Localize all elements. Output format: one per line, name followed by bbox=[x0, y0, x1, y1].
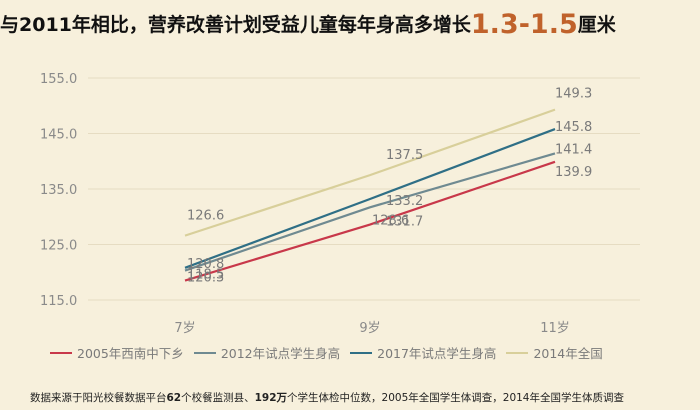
x-tick-label-1: 9岁 bbox=[359, 321, 380, 336]
legend-swatch-2 bbox=[350, 351, 373, 354]
data-label-s0-p1: 128.6 bbox=[372, 214, 409, 229]
footnote-part2: 个校餐监测县、 bbox=[181, 392, 255, 404]
series-line-3 bbox=[184, 108, 556, 237]
y-tick-label-4: 155.0 bbox=[40, 72, 77, 87]
data-label-s3-p0: 126.6 bbox=[187, 209, 224, 224]
x-tick-label-2: 11岁 bbox=[540, 321, 570, 336]
data-label-s0-p2: 139.9 bbox=[555, 165, 592, 180]
y-tick-label-1: 125.0 bbox=[40, 239, 77, 254]
y-tick-label-2: 135.0 bbox=[40, 183, 77, 198]
legend-label-0: 2005年西南中下乡 bbox=[77, 346, 184, 361]
chart-legend: 2005年西南中下乡 2012年试点学生身高 2017年试点学生身高 2014年全国 bbox=[50, 343, 690, 362]
series-line-1 bbox=[184, 152, 556, 272]
data-label-s2-p1: 133.2 bbox=[386, 194, 423, 209]
series-line-0 bbox=[184, 160, 556, 282]
footnote-part1: 数据来源于阳光校餐数据平台 bbox=[30, 392, 167, 404]
legend-item-3: 2014年全国 bbox=[506, 343, 603, 362]
title-highlight: 1.3-1.5 bbox=[470, 9, 578, 40]
legend-item-0: 2005年西南中下乡 bbox=[50, 343, 184, 362]
legend-label-1: 2012年试点学生身高 bbox=[220, 346, 341, 361]
data-label-s3-p2: 149.3 bbox=[555, 87, 592, 102]
legend-swatch-1 bbox=[193, 351, 216, 354]
legend-label-3: 2014年全国 bbox=[533, 346, 603, 361]
series-line-2 bbox=[184, 128, 556, 269]
footnote: 数据来源于阳光校餐数据平台62个校餐监测县、192万个学生体检中位数，2005年… bbox=[30, 390, 700, 405]
title-suffix: 厘米 bbox=[577, 14, 616, 36]
chart-title: 与2011年相比，营养改善计划受益儿童每年身高多增长1.3-1.5厘米 bbox=[0, 10, 700, 40]
data-label-s2-p2: 145.8 bbox=[555, 120, 592, 135]
footnote-part3: 个学生体检中位数，2005年全国学生体调查，2014年全国学生体质调查 bbox=[287, 392, 624, 404]
data-label-s1-p0: 120.3 bbox=[187, 271, 224, 286]
data-label-s1-p1: 131.7 bbox=[386, 214, 423, 229]
data-label-s3-p1: 137.5 bbox=[386, 148, 423, 163]
data-label-s0-p0: 118.5 bbox=[187, 268, 224, 283]
legend-label-2: 2017年试点学生身高 bbox=[377, 346, 497, 361]
title-text: 与2011年相比，营养改善计划受益儿童每年身高多增长 bbox=[0, 14, 471, 36]
footnote-num1: 62 bbox=[166, 392, 182, 404]
data-label-s1-p2: 141.4 bbox=[555, 142, 592, 157]
footnote-num2: 192万 bbox=[254, 392, 288, 404]
legend-item-2: 2017年试点学生身高 bbox=[350, 343, 496, 362]
legend-swatch-0 bbox=[50, 351, 72, 354]
legend-item-1: 2012年试点学生身高 bbox=[193, 343, 341, 362]
y-tick-label-3: 145.0 bbox=[40, 128, 77, 143]
legend-swatch-3 bbox=[506, 351, 529, 354]
x-tick-label-0: 7岁 bbox=[174, 321, 195, 336]
data-label-s2-p0: 120.8 bbox=[187, 257, 224, 272]
y-tick-label-0: 115.0 bbox=[40, 294, 77, 309]
